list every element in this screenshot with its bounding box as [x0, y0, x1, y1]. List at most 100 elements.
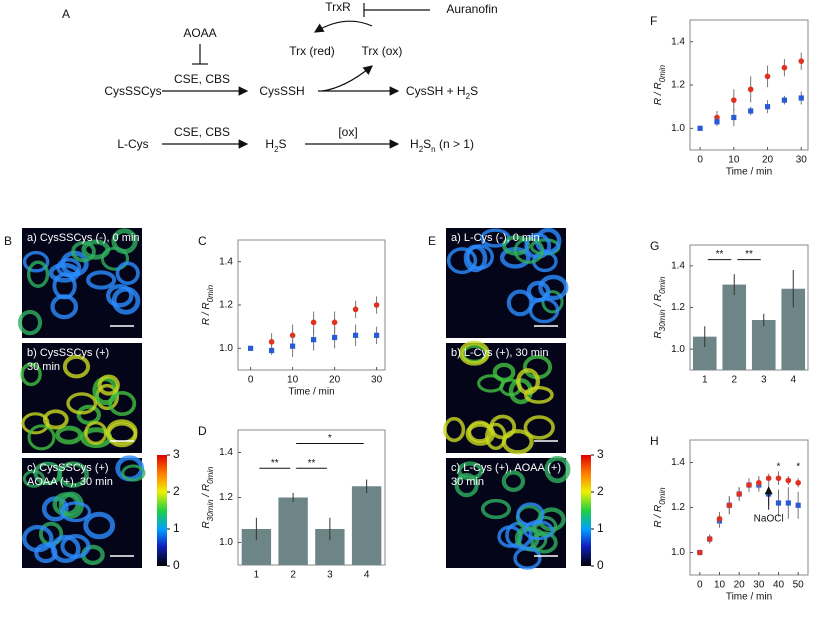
scheme-text: CSE, CBS — [174, 125, 230, 139]
annotation: * — [796, 462, 800, 473]
cell — [27, 424, 56, 451]
x-tick-label: 50 — [793, 580, 805, 591]
point — [374, 332, 380, 338]
point — [269, 347, 275, 354]
cell — [106, 419, 138, 445]
colorbar-label: 3 — [597, 447, 604, 461]
scheme-text-part: H — [265, 137, 274, 151]
scheme-arrows — [162, 3, 430, 149]
y-axis-label-sub: 30min — [206, 499, 215, 521]
cell — [83, 511, 116, 540]
cell — [50, 534, 81, 564]
cell — [57, 461, 89, 488]
annotation: * — [328, 433, 332, 444]
point — [352, 306, 359, 313]
point — [731, 114, 737, 121]
plot-frame — [689, 439, 809, 576]
colorbar-label: 3 — [173, 447, 180, 461]
image-caption: 30 min — [27, 361, 60, 373]
annotation: * — [777, 462, 781, 473]
cell — [42, 409, 69, 430]
x-tick-label: 3 — [327, 570, 333, 581]
cell — [523, 415, 555, 440]
image-caption: a) L-Cys (-), 0 min — [451, 232, 540, 244]
cell — [528, 297, 560, 324]
cell — [111, 228, 138, 254]
x-axis-label: Time / min — [288, 387, 334, 398]
cell — [492, 362, 516, 382]
x-tick-label: 3 — [761, 375, 767, 386]
image-caption: c) CysSSCys (+) — [27, 462, 109, 474]
scheme-text-part: (n > 1) — [436, 137, 474, 151]
cell — [52, 272, 77, 300]
y-axis-label-part: R — [201, 521, 212, 528]
y-tick-label: 1.2 — [671, 502, 685, 513]
point — [310, 319, 317, 326]
cell — [457, 461, 484, 481]
scheme-text: H2S — [265, 137, 286, 153]
x-tick-label: 40 — [773, 580, 785, 591]
scheme-text: Trx (ox) — [362, 44, 403, 58]
x-tick-label: 20 — [734, 580, 746, 591]
y-axis-label-sub: 30min — [658, 309, 667, 331]
point — [781, 97, 787, 103]
image-caption: 30 min — [451, 476, 484, 488]
image-caption: AOAA (+), 30 min — [27, 476, 113, 488]
point — [706, 536, 713, 542]
scheme-text-part: AOAA — [183, 26, 216, 40]
y-axis-label: R30min / R0min — [201, 466, 215, 528]
scheme-text-part: S — [470, 84, 478, 98]
cell — [115, 261, 140, 286]
plot-frame — [689, 19, 809, 151]
point — [756, 479, 762, 486]
cell — [26, 260, 50, 288]
cell — [17, 309, 43, 336]
y-axis-label-sub: 0min — [206, 466, 215, 484]
x-axis-label: Time / min — [726, 592, 772, 603]
point — [248, 345, 254, 351]
point — [353, 332, 359, 338]
point — [747, 86, 754, 93]
scheme-text-part: H — [410, 137, 419, 151]
y-tick-label: 1.2 — [671, 302, 685, 313]
cell — [516, 502, 545, 527]
cell — [81, 239, 111, 260]
bar — [278, 497, 308, 565]
cell — [105, 283, 134, 308]
cell — [60, 501, 92, 523]
scheme-text-part: S — [423, 137, 431, 151]
x-tick-label: 30 — [371, 375, 383, 386]
scheme-text: CysSH + H2S — [406, 84, 478, 100]
y-axis-label-sub: 0min — [658, 276, 667, 294]
panel-label: B — [4, 234, 12, 248]
cell — [71, 240, 96, 263]
point — [748, 108, 754, 114]
bar — [692, 336, 717, 370]
point — [798, 95, 804, 101]
point — [798, 58, 805, 64]
annotation: ** — [271, 458, 279, 469]
colorbar-label: 0 — [173, 558, 180, 572]
image-caption: b) L-Cys (+), 30 min — [451, 347, 549, 359]
scheme-text-part: TrxR — [325, 0, 351, 14]
point — [697, 125, 703, 131]
panel-label: D — [198, 424, 207, 438]
scheme-text: H2Sn (n > 1) — [410, 137, 474, 153]
scheme-text-part: CSE, CBS — [174, 72, 230, 86]
panel-label: F — [650, 14, 657, 28]
cell — [513, 237, 545, 264]
y-axis-label-sub: 0min — [206, 284, 215, 302]
image-caption: b) CysSSCys (+) — [27, 347, 109, 359]
x-tick-label: 10 — [714, 580, 726, 591]
point — [785, 500, 791, 506]
x-tick-label: 10 — [728, 155, 740, 166]
point — [795, 502, 801, 508]
panel-label: C — [198, 234, 207, 248]
panel-label: E — [428, 234, 436, 248]
scheme-text-part: S — [279, 137, 287, 151]
point — [785, 477, 792, 484]
scheme-text: L-Cys — [117, 137, 148, 151]
colorbar-label: 1 — [597, 521, 604, 535]
cell — [76, 404, 101, 425]
